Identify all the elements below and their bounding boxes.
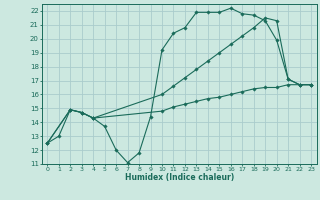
X-axis label: Humidex (Indice chaleur): Humidex (Indice chaleur) (124, 173, 234, 182)
